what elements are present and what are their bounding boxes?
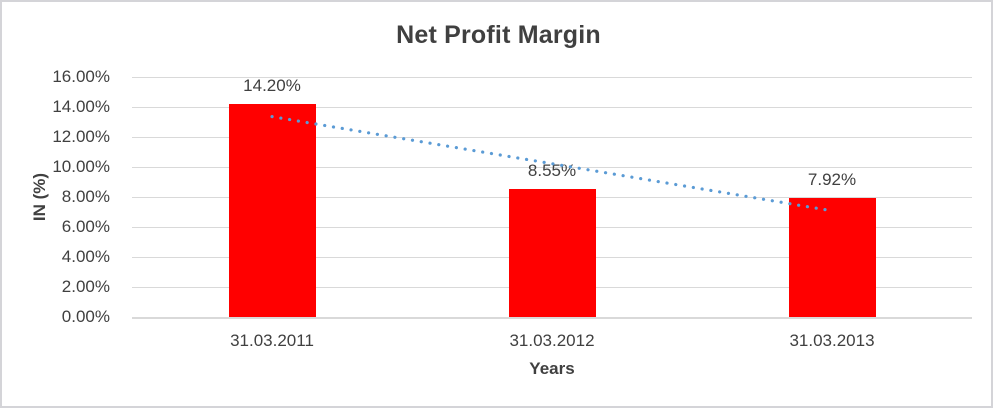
y-tick-label: 6.00% (61, 217, 110, 236)
x-tick-label: 31.03.2013 (789, 331, 875, 350)
y-tick-label: 14.00% (52, 97, 110, 116)
bar (508, 188, 596, 317)
gridline (132, 107, 972, 108)
y-tick-label: 16.00% (52, 67, 110, 86)
bar-value-label: 14.20% (243, 76, 301, 95)
y-tick-label: 12.00% (52, 127, 110, 146)
y-tick-label: 8.00% (61, 187, 110, 206)
x-tick-label: 31.03.2012 (509, 331, 595, 350)
x-axis-tick-labels: 31.03.2011 31.03.2012 31.03.2013 (132, 330, 972, 352)
y-axis-tick-labels: 0.00% 2.00% 4.00% 6.00% 8.00% 10.00% 12.00% 14.… (2, 67, 120, 326)
trendline (270, 114, 834, 213)
gridline (132, 167, 972, 168)
chart-title: Net Profit Margin (396, 21, 601, 49)
bar (788, 198, 876, 317)
plot-area: 14.20% 8.55% 7.92% (132, 76, 972, 319)
gridline (132, 137, 972, 138)
y-tick-label: 2.00% (61, 277, 110, 296)
bar-value-label: 7.92% (807, 170, 857, 190)
y-tick-label: 4.00% (61, 247, 110, 266)
bar-value-label: 8.55% (527, 160, 577, 180)
bar (228, 104, 316, 317)
gridline (132, 77, 972, 78)
y-tick-label: 0.00% (61, 307, 110, 326)
x-tick-label: 31.03.2011 (230, 331, 314, 350)
y-tick-label: 10.00% (52, 157, 110, 176)
x-axis-title: Years (529, 359, 575, 378)
